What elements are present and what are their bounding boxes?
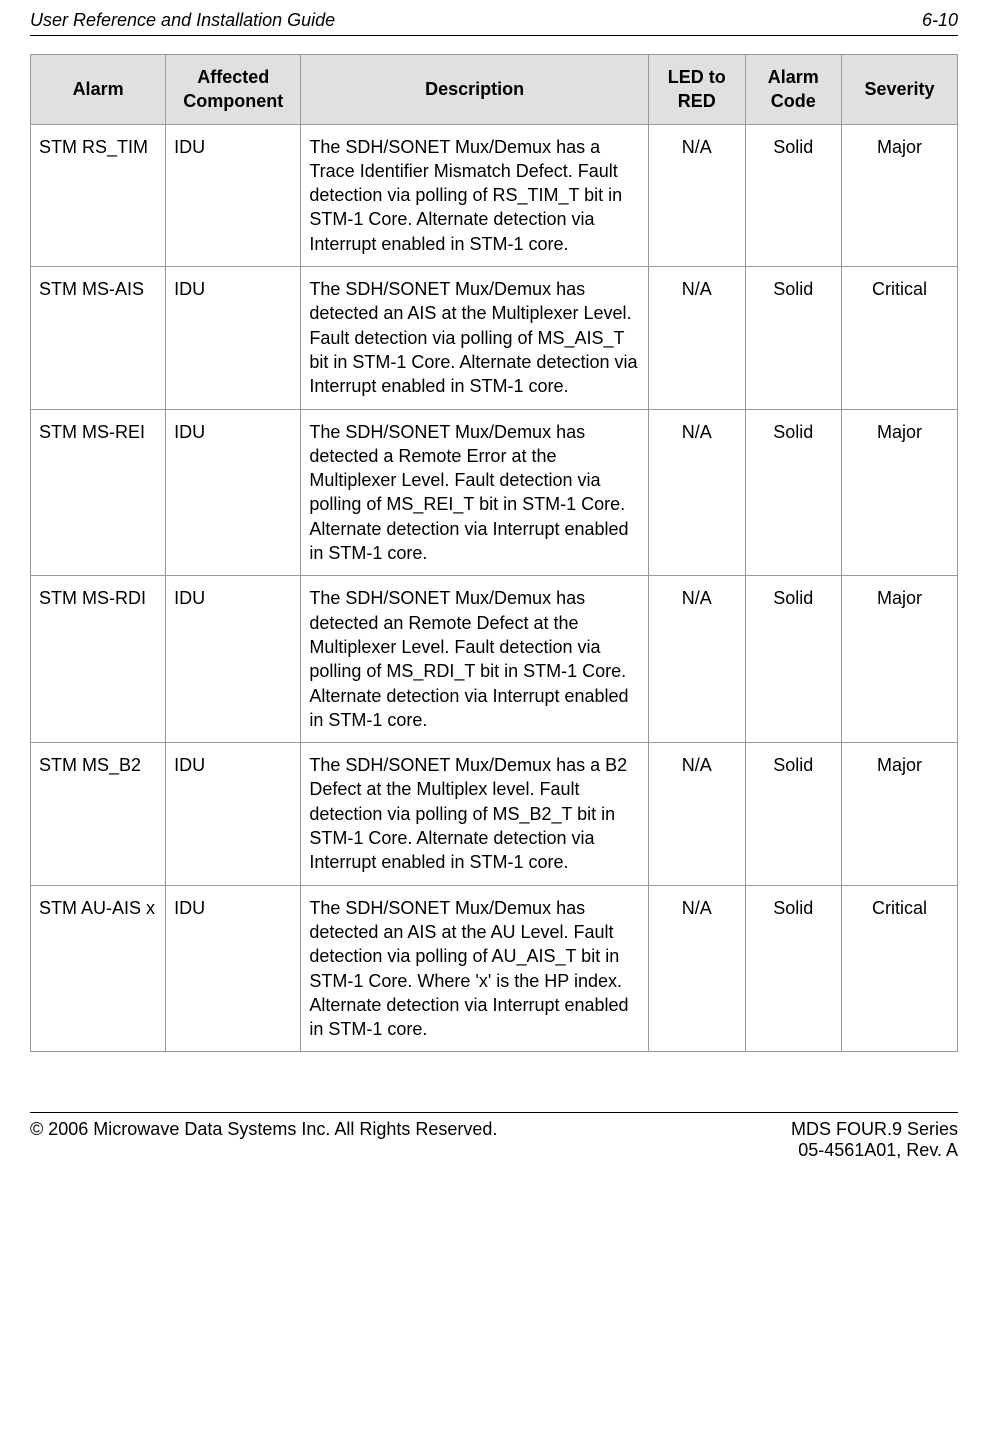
table-row: STM RS_TIM IDU The SDH/SONET Mux/Demux h… <box>31 124 958 266</box>
column-header-led: LED to RED <box>648 55 745 125</box>
column-header-severity: Severity <box>842 55 958 125</box>
column-header-alarm: Alarm <box>31 55 166 125</box>
cell-alarm: STM MS-AIS <box>31 267 166 409</box>
cell-code: Solid <box>745 124 842 266</box>
column-header-description: Description <box>301 55 649 125</box>
column-header-component: Affected Component <box>166 55 301 125</box>
footer-revision: 05-4561A01, Rev. A <box>791 1140 958 1161</box>
cell-description: The SDH/SONET Mux/Demux has detected an … <box>301 576 649 743</box>
cell-led: N/A <box>648 885 745 1052</box>
header-title: User Reference and Installation Guide <box>30 10 335 31</box>
cell-led: N/A <box>648 576 745 743</box>
cell-component: IDU <box>166 409 301 576</box>
cell-code: Solid <box>745 267 842 409</box>
cell-severity: Critical <box>842 267 958 409</box>
cell-alarm: STM AU-AIS x <box>31 885 166 1052</box>
alarm-table: Alarm Affected Component Description LED… <box>30 54 958 1052</box>
page-footer: © 2006 Microwave Data Systems Inc. All R… <box>30 1112 958 1161</box>
cell-led: N/A <box>648 409 745 576</box>
table-row: STM MS-RDI IDU The SDH/SONET Mux/Demux h… <box>31 576 958 743</box>
cell-alarm: STM MS-RDI <box>31 576 166 743</box>
cell-description: The SDH/SONET Mux/Demux has detected a R… <box>301 409 649 576</box>
page-header: User Reference and Installation Guide 6-… <box>30 10 958 36</box>
footer-right: MDS FOUR.9 Series 05-4561A01, Rev. A <box>791 1119 958 1161</box>
cell-severity: Major <box>842 124 958 266</box>
cell-severity: Major <box>842 743 958 885</box>
cell-severity: Critical <box>842 885 958 1052</box>
table-row: STM MS_B2 IDU The SDH/SONET Mux/Demux ha… <box>31 743 958 885</box>
cell-code: Solid <box>745 885 842 1052</box>
table-row: STM AU-AIS x IDU The SDH/SONET Mux/Demux… <box>31 885 958 1052</box>
cell-component: IDU <box>166 267 301 409</box>
footer-series: MDS FOUR.9 Series <box>791 1119 958 1140</box>
cell-component: IDU <box>166 743 301 885</box>
cell-led: N/A <box>648 743 745 885</box>
cell-component: IDU <box>166 124 301 266</box>
cell-alarm: STM MS_B2 <box>31 743 166 885</box>
cell-description: The SDH/SONET Mux/Demux has detected an … <box>301 267 649 409</box>
cell-description: The SDH/SONET Mux/Demux has detected an … <box>301 885 649 1052</box>
cell-code: Solid <box>745 576 842 743</box>
cell-alarm: STM MS-REI <box>31 409 166 576</box>
cell-component: IDU <box>166 885 301 1052</box>
column-header-code: Alarm Code <box>745 55 842 125</box>
header-page-number: 6-10 <box>922 10 958 31</box>
cell-alarm: STM RS_TIM <box>31 124 166 266</box>
cell-severity: Major <box>842 409 958 576</box>
cell-led: N/A <box>648 124 745 266</box>
cell-component: IDU <box>166 576 301 743</box>
cell-description: The SDH/SONET Mux/Demux has a Trace Iden… <box>301 124 649 266</box>
table-row: STM MS-REI IDU The SDH/SONET Mux/Demux h… <box>31 409 958 576</box>
cell-led: N/A <box>648 267 745 409</box>
table-header-row: Alarm Affected Component Description LED… <box>31 55 958 125</box>
cell-description: The SDH/SONET Mux/Demux has a B2 Defect … <box>301 743 649 885</box>
table-body: STM RS_TIM IDU The SDH/SONET Mux/Demux h… <box>31 124 958 1052</box>
cell-code: Solid <box>745 743 842 885</box>
cell-severity: Major <box>842 576 958 743</box>
table-row: STM MS-AIS IDU The SDH/SONET Mux/Demux h… <box>31 267 958 409</box>
footer-copyright: © 2006 Microwave Data Systems Inc. All R… <box>30 1119 497 1161</box>
cell-code: Solid <box>745 409 842 576</box>
